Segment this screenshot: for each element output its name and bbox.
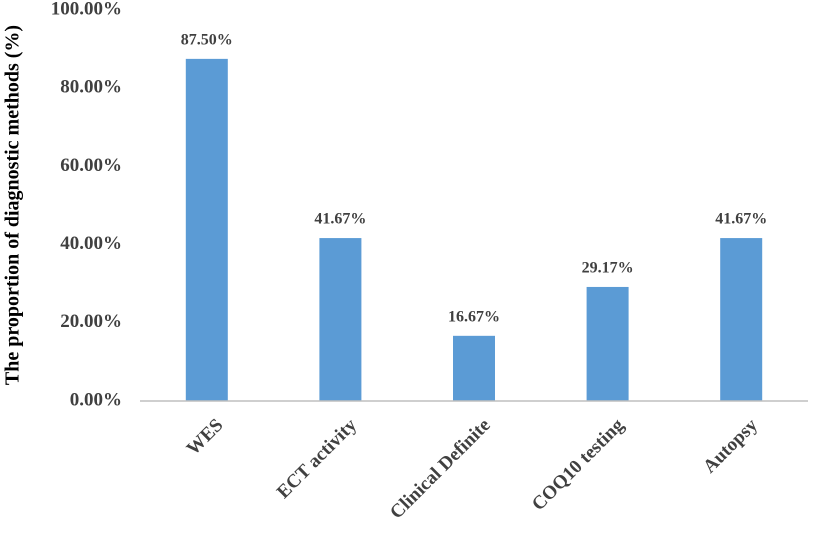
bar	[720, 238, 763, 401]
y-tick-label: 20.00%	[60, 311, 122, 332]
x-tick-label: Clinical Definite	[386, 415, 495, 524]
bar	[586, 286, 629, 401]
bar	[185, 58, 228, 401]
data-label: 41.67%	[314, 211, 366, 228]
data-label: 29.17%	[582, 260, 634, 277]
y-axis-title: The proportion of diagnostic methods (%)	[2, 25, 24, 385]
y-tick-label: 40.00%	[60, 233, 122, 254]
data-label: 16.67%	[448, 308, 500, 325]
x-tick-label: ECT activity	[273, 414, 361, 502]
data-label: 41.67%	[715, 211, 767, 228]
x-tick-label: COQ10 testing	[528, 414, 629, 515]
bar	[453, 335, 495, 401]
y-tick-label: 80.00%	[60, 77, 122, 98]
y-tick-label: 0.00%	[70, 389, 122, 410]
data-label: 87.50%	[181, 32, 233, 49]
bar	[319, 238, 362, 401]
y-tick-label: 60.00%	[60, 155, 122, 176]
x-tick-label: WES	[183, 415, 228, 460]
y-tick-label: 100.00%	[51, 0, 122, 19]
x-tick-label: Autopsy	[699, 414, 762, 477]
